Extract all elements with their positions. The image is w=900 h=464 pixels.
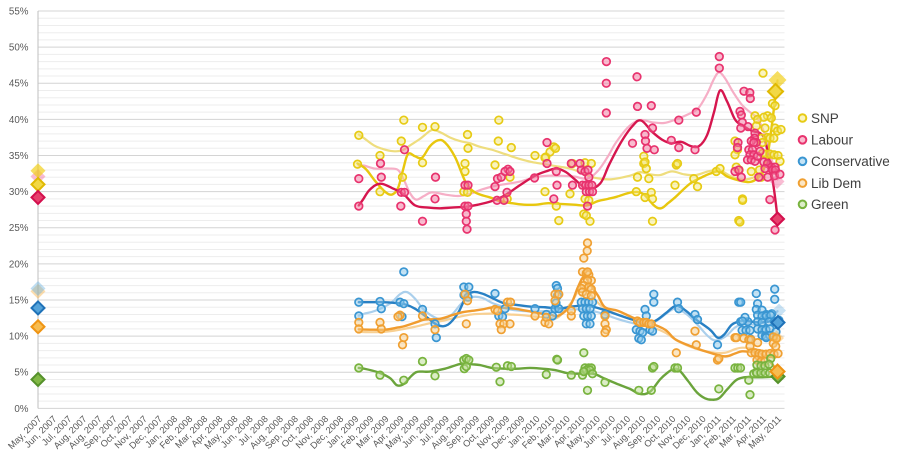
svg-text:45%: 45% xyxy=(9,79,29,90)
svg-text:Lib Dem: Lib Dem xyxy=(811,176,861,191)
svg-text:Green: Green xyxy=(811,197,849,212)
svg-text:Conservative: Conservative xyxy=(811,154,890,169)
svg-text:5%: 5% xyxy=(14,368,28,379)
svg-text:SNP: SNP xyxy=(811,111,839,126)
svg-text:0%: 0% xyxy=(14,404,28,415)
svg-text:50%: 50% xyxy=(9,43,29,54)
svg-text:20%: 20% xyxy=(9,259,29,270)
svg-text:10%: 10% xyxy=(9,332,29,343)
svg-text:Labour: Labour xyxy=(811,133,854,148)
svg-text:40%: 40% xyxy=(9,115,29,126)
svg-text:30%: 30% xyxy=(9,187,29,198)
svg-text:25%: 25% xyxy=(9,223,29,234)
svg-text:55%: 55% xyxy=(9,6,29,17)
svg-text:35%: 35% xyxy=(9,151,29,162)
svg-text:15%: 15% xyxy=(9,295,29,306)
